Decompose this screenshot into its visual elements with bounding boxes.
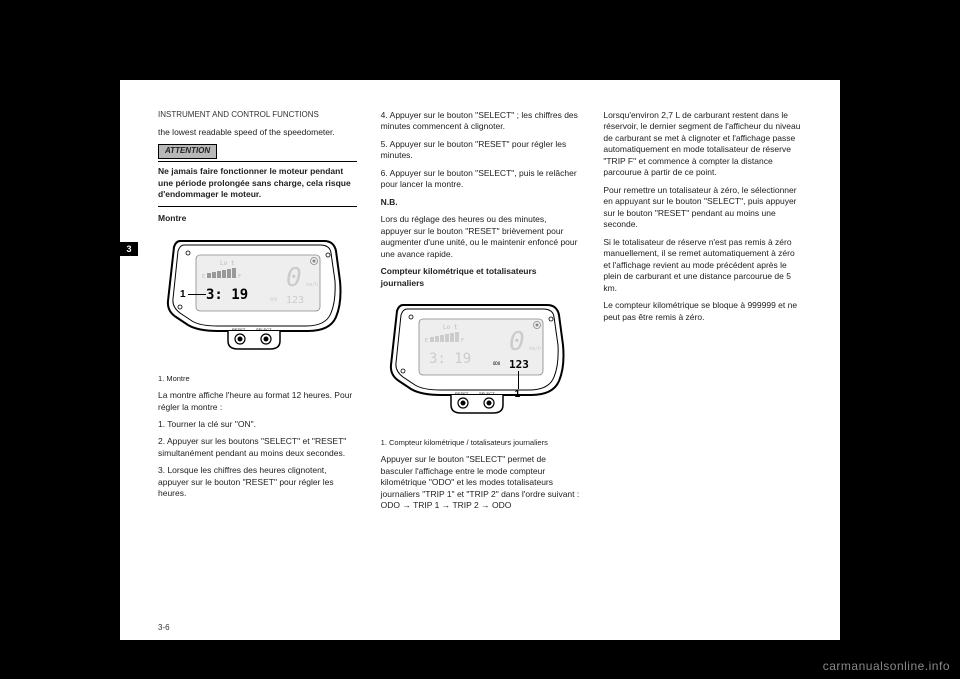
dashboard-clock-svg: Lo t E F 3: 19 0 km/h ODO 123 bbox=[158, 231, 348, 366]
col3-p4: Le compteur kilométrique se bloque à 999… bbox=[603, 300, 802, 323]
dashboard-odo-svg: Lo t E F 3: 19 0 km/h ODO 123 RE bbox=[381, 295, 571, 430]
figure-odo-caption: 1. Compteur kilométrique / totalisateurs… bbox=[381, 438, 580, 448]
page-number: 3-6 bbox=[158, 623, 170, 632]
btn-select-label: SELECT bbox=[256, 327, 272, 332]
attention-label: ATTENTION bbox=[158, 144, 217, 159]
btn-select-label2: SELECT bbox=[479, 391, 495, 396]
lcd-odo-value: 123 bbox=[286, 295, 304, 306]
page-content: INSTRUMENT AND CONTROL FUNCTIONS the low… bbox=[120, 80, 840, 640]
tip-body: Lors du réglage des heures ou des minute… bbox=[381, 214, 580, 260]
clock-step-2: 2. Appuyer sur les boutons "SELECT" et "… bbox=[158, 436, 357, 459]
btn-reset-label: RESET bbox=[232, 327, 246, 332]
col2-p1: 4. Appuyer sur le bouton "SELECT" ; les … bbox=[381, 110, 580, 133]
col1-intro: the lowest readable speed of the speedom… bbox=[158, 127, 357, 138]
figure-clock-caption: 1. Montre bbox=[158, 374, 357, 384]
lcd-odo-value2: 123 bbox=[509, 358, 529, 371]
lcd-temp: Lo t bbox=[220, 260, 235, 267]
lcd-fuel-e: E bbox=[202, 274, 205, 280]
callout-line-2 bbox=[518, 371, 519, 389]
lcd-speed: 0 bbox=[286, 263, 302, 293]
callout-1: 1 bbox=[180, 288, 186, 302]
clock-body: La montre affiche l'heure au format 12 h… bbox=[158, 390, 357, 413]
clock-step-1: 1. Tourner la clé sur "ON". bbox=[158, 419, 357, 430]
attention-body: Ne jamais faire fonctionner le moteur pe… bbox=[158, 166, 357, 200]
figure-odometer: Lo t E F 3: 19 0 km/h ODO 123 RE bbox=[381, 295, 571, 430]
lcd-temp2: Lo t bbox=[443, 324, 458, 331]
callout-line bbox=[188, 294, 206, 295]
lcd-fuel-f2: F bbox=[461, 338, 464, 344]
lcd-speed-unit2: km/h bbox=[529, 346, 541, 352]
section-divider bbox=[158, 206, 357, 207]
column-3: Lorsqu'environ 2,7 L de carburant resten… bbox=[603, 110, 802, 620]
clock-step-3: 3. Lorsque les chiffres des heures clign… bbox=[158, 465, 357, 499]
lcd-odo-label: ODO bbox=[270, 297, 278, 302]
attention-rule bbox=[158, 161, 357, 162]
lcd-time2: 3: 19 bbox=[429, 351, 471, 367]
lcd-speed2: 0 bbox=[509, 327, 525, 357]
lcd-speed-unit: km/h bbox=[306, 282, 318, 288]
col3-p1: Lorsqu'environ 2,7 L de carburant resten… bbox=[603, 110, 802, 179]
manual-page: 3 INSTRUMENT AND CONTROL FUNCTIONS the l… bbox=[120, 80, 840, 640]
column-1: INSTRUMENT AND CONTROL FUNCTIONS the low… bbox=[158, 110, 357, 620]
watermark: carmanualsonline.info bbox=[823, 659, 950, 673]
column-2: 4. Appuyer sur le bouton "SELECT" ; les … bbox=[381, 110, 580, 620]
col3-p3: Si le totalisateur de réserve n'est pas … bbox=[603, 237, 802, 294]
page-header: INSTRUMENT AND CONTROL FUNCTIONS bbox=[158, 110, 357, 121]
odo-body: Appuyer sur le bouton "SELECT" permet de… bbox=[381, 454, 580, 511]
col2-p2: 5. Appuyer sur le bouton "RESET" pour ré… bbox=[381, 139, 580, 162]
lcd-fuel-f: F bbox=[238, 274, 241, 280]
header-left: INSTRUMENT AND CONTROL FUNCTIONS bbox=[158, 110, 319, 121]
col3-p2: Pour remettre un totalisateur à zéro, le… bbox=[603, 185, 802, 231]
btn-reset-label2: RESET bbox=[455, 391, 469, 396]
clock-heading: Montre bbox=[158, 213, 357, 224]
tip-heading: N.B. bbox=[381, 197, 580, 208]
callout-2: 1 bbox=[515, 388, 521, 402]
lcd-fuel-e2: E bbox=[425, 338, 428, 344]
figure-clock: Lo t E F 3: 19 0 km/h ODO 123 bbox=[158, 231, 348, 366]
lcd-odo-label2: ODO bbox=[493, 361, 501, 366]
odo-heading: Compteur kilométrique et totalisateurs j… bbox=[381, 266, 580, 289]
col2-p3: 6. Appuyer sur le bouton "SELECT", puis … bbox=[381, 168, 580, 191]
lcd-time: 3: 19 bbox=[206, 287, 248, 303]
